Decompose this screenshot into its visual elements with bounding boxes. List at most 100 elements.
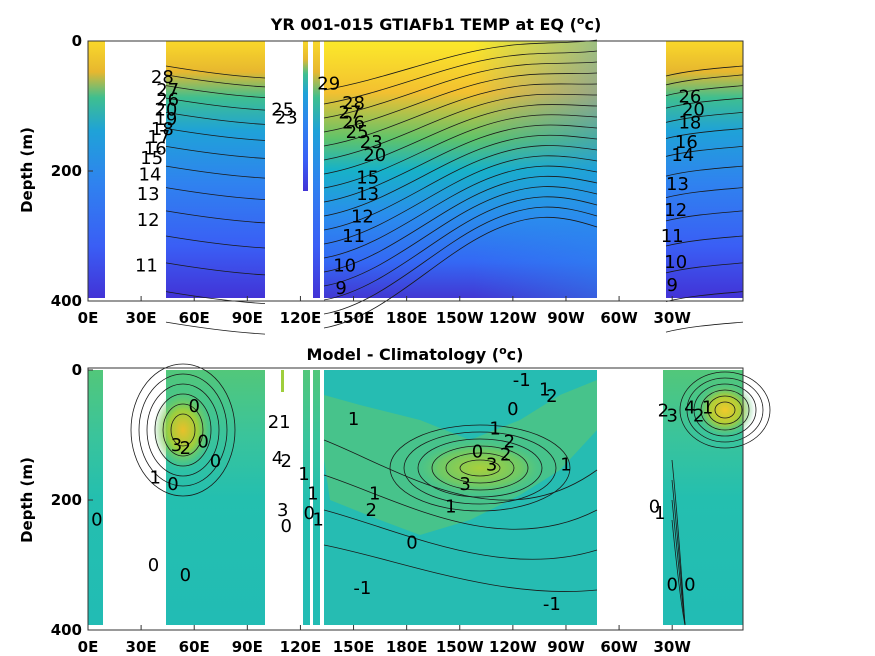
contour-label: 13 [137, 184, 160, 205]
contour-label: 3 [666, 406, 677, 427]
contour-label: 25 [271, 99, 294, 120]
contour-label: 1 [489, 419, 500, 440]
contour-label: 11 [661, 226, 684, 247]
contour-label: 0 [304, 503, 315, 524]
contour-label: 0 [180, 565, 191, 586]
x-tick-label: 120W [489, 638, 537, 656]
contour-label: 0 [148, 555, 159, 576]
contour-label: 20 [154, 99, 177, 120]
contour-label: 15 [140, 148, 163, 169]
contour-label: 0 [472, 441, 483, 462]
x-tick-label: 150E [333, 309, 375, 327]
y-tick-label: 200 [51, 491, 82, 509]
x-tick-label: 60W [600, 638, 638, 656]
bottom-chart-title: Model - Climatology (oc) [307, 344, 524, 365]
contour-label: 9 [335, 278, 346, 299]
contour-label: 28 [342, 93, 365, 114]
contour-label: 0 [507, 399, 518, 420]
bottom-y-axis: 0 200 400 [51, 361, 93, 639]
x-tick-label: 180E [386, 309, 428, 327]
contour-label: 16 [144, 138, 167, 159]
contour-label: 27 [339, 103, 362, 124]
x-tick-label: 90W [547, 638, 585, 656]
contour-label: 3 [459, 474, 470, 495]
contour-label: 17 [147, 127, 170, 148]
contour-label: 10 [333, 255, 356, 276]
anomaly-field [88, 370, 755, 625]
x-tick-label: 0E [78, 638, 99, 656]
bottom-x-axis: 0E 30E 60E 90E 120E 150E 180E 150W 120W 90W 60W 30W [78, 625, 691, 656]
contour-label: 13 [356, 184, 379, 205]
contour-label: 0 [210, 451, 221, 472]
contour-label: 1 [654, 503, 665, 524]
contour-label: 18 [151, 119, 174, 140]
contour-label: 3 [486, 454, 497, 475]
contour-label: 0 [406, 532, 417, 553]
contour-label: 0 [281, 516, 292, 537]
x-tick-label: 30E [126, 309, 157, 327]
contour-label: -1 [353, 578, 371, 599]
contour-label: 0 [188, 396, 199, 417]
contour-label: 26 [342, 112, 365, 133]
x-tick-label: 30W [653, 638, 691, 656]
y-tick-label: 0 [72, 361, 82, 379]
contour-label: 2 [180, 438, 191, 459]
contour-label: 29 [317, 73, 340, 94]
temperature-contour-labels: 2827262019181716151413121125232928272625… [135, 67, 705, 299]
top-chart-title: YR 001-015 GTIAFb1 TEMP at EQ (oc) [270, 14, 602, 35]
contour-label: 2 [693, 406, 704, 427]
contour-label: 1 [560, 454, 571, 475]
contour-label: 1 [298, 464, 309, 485]
contour-label: 11 [342, 226, 365, 247]
contour-label: 1 [348, 409, 359, 430]
contour-label: 23 [275, 108, 298, 129]
temperature-panel: YR 001-015 GTIAFb1 TEMP at EQ (oc) Depth… [18, 14, 744, 335]
contour-label: 13 [666, 174, 689, 195]
x-tick-label: 60E [179, 638, 210, 656]
contour-label: 1 [445, 497, 456, 518]
contour-label: 16 [675, 132, 698, 153]
y-tick-label: 400 [51, 621, 82, 639]
contour-label: 20 [363, 145, 386, 166]
contour-label: 27 [156, 80, 179, 101]
temperature-field [88, 41, 743, 298]
x-tick-label: 180E [386, 638, 428, 656]
contour-label: 4 [272, 448, 283, 469]
contour-label: 2 [281, 451, 292, 472]
contour-label: 28 [151, 67, 174, 88]
x-tick-label: 120E [280, 638, 322, 656]
contour-label: 9 [666, 275, 677, 296]
contour-label: 18 [678, 112, 701, 133]
contour-label: 14 [671, 145, 694, 166]
contour-label: 3 [171, 435, 182, 456]
contour-label: 12 [137, 210, 160, 231]
contour-label: 1 [312, 510, 323, 531]
contour-label: 0 [649, 497, 660, 518]
x-tick-label: 120W [489, 309, 537, 327]
contour-label: 2 [546, 386, 557, 407]
x-tick-label: 150W [436, 638, 484, 656]
x-tick-label: 90E [232, 638, 263, 656]
contour-label: 12 [351, 207, 374, 228]
x-tick-label: 30E [126, 638, 157, 656]
x-tick-label: 90W [547, 309, 585, 327]
x-tick-label: 0E [78, 309, 99, 327]
contour-label: 3 [277, 500, 288, 521]
contour-label: 14 [139, 164, 162, 185]
contour-label: 21 [268, 412, 291, 433]
y-tick-label: 200 [51, 162, 82, 180]
contour-label: 2 [500, 445, 511, 466]
contour-label: -1 [513, 370, 531, 391]
contour-label: 23 [360, 132, 383, 153]
contour-label: 1 [539, 380, 550, 401]
bottom-y-axis-label: Depth (m) [18, 457, 36, 543]
contour-label: 20 [682, 99, 705, 120]
x-tick-label: 60E [179, 309, 210, 327]
contour-label: 0 [91, 510, 102, 531]
x-tick-label: 150W [436, 309, 484, 327]
contour-label: 0 [197, 432, 208, 453]
contour-label: 26 [678, 86, 701, 107]
top-y-axis: 0 200 400 [51, 32, 93, 310]
